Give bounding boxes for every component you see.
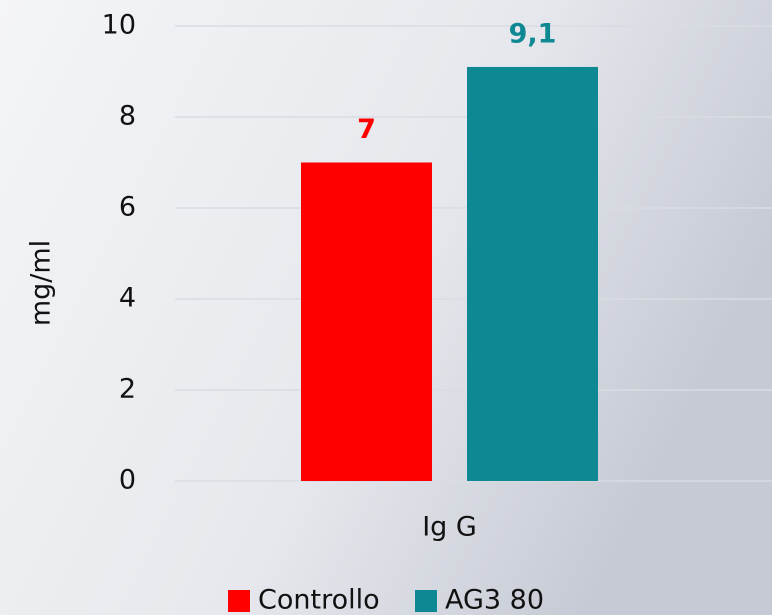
legend-swatch <box>228 590 250 612</box>
x-tick-label: Ig G <box>422 512 477 543</box>
legend-swatch <box>415 590 437 612</box>
value-label: 9,1 <box>509 18 557 49</box>
y-tick-label: 10 <box>102 10 136 41</box>
bar <box>467 66 598 481</box>
legend-label: AG3 80 <box>445 585 544 615</box>
y-tick-label: 2 <box>119 374 136 405</box>
y-tick-label: 8 <box>119 101 136 132</box>
y-tick-label: 0 <box>119 465 136 496</box>
y-tick-label: 4 <box>119 283 136 314</box>
y-axis-label: mg/ml <box>26 240 57 326</box>
bar <box>301 162 432 481</box>
value-label: 7 <box>357 114 376 145</box>
legend-label: Controllo <box>258 585 380 615</box>
y-tick-label: 6 <box>119 192 136 223</box>
